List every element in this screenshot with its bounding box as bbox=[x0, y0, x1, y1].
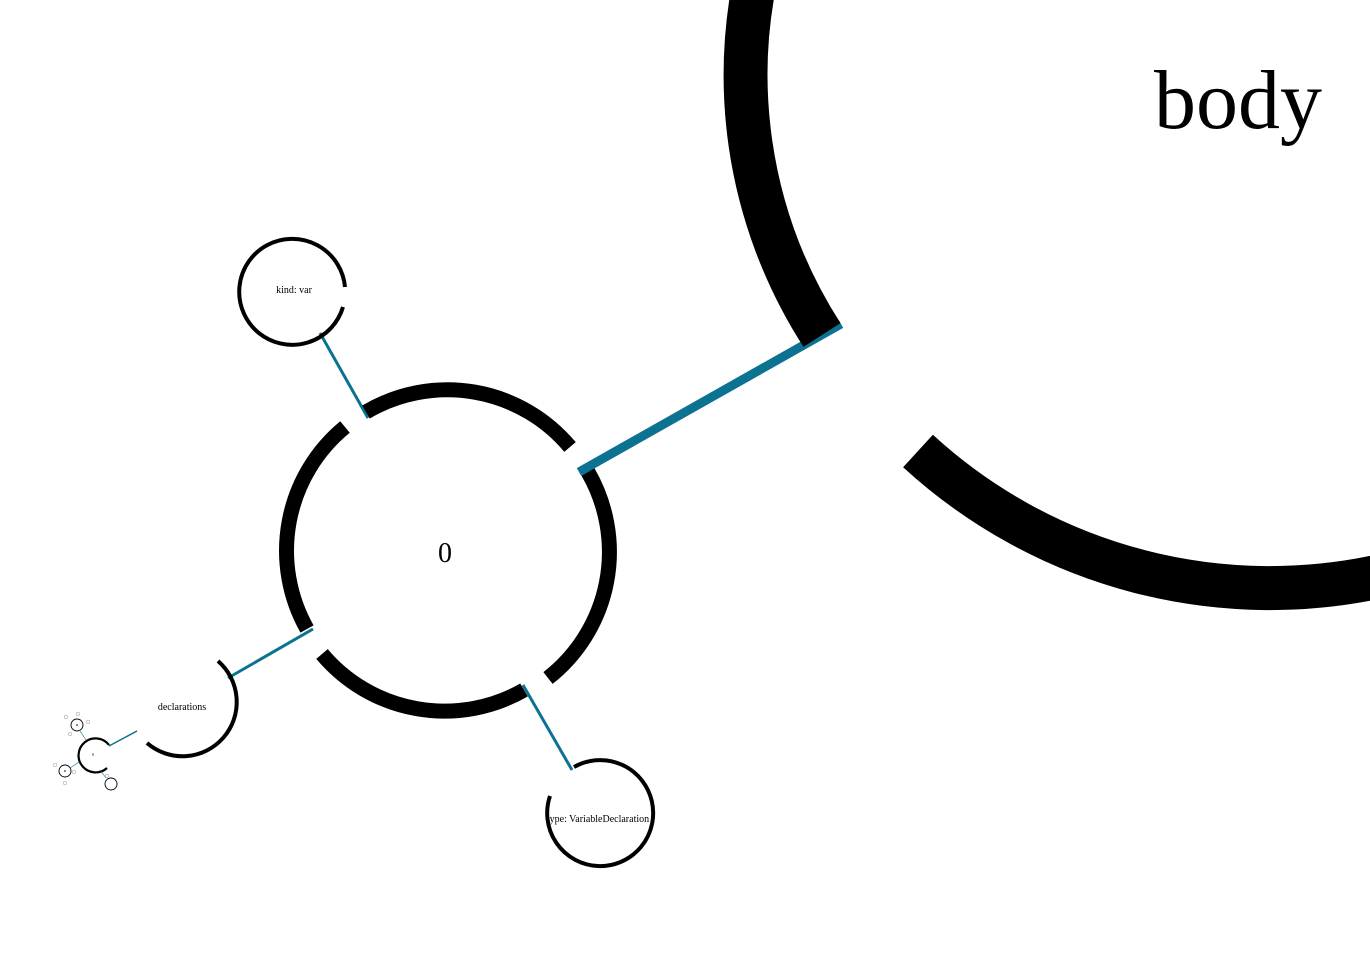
node-item-ring-arc-4 bbox=[279, 421, 350, 633]
node-declaration-item[interactable]: 0 bbox=[77, 737, 110, 774]
node-item-ring-arc-2 bbox=[543, 468, 617, 684]
node-declarations-ring bbox=[145, 659, 239, 759]
node-body-ring-lower bbox=[903, 434, 1370, 611]
tiny-link-up bbox=[79, 730, 87, 741]
tiny-node-upper bbox=[70, 718, 84, 732]
node-item[interactable]: 0 bbox=[279, 382, 617, 719]
link-body-to-item bbox=[576, 320, 844, 476]
tiny-leaf-8 bbox=[104, 774, 109, 779]
tiny-node-lower-right bbox=[104, 777, 118, 791]
tiny-node-lower-left bbox=[58, 764, 72, 778]
node-type[interactable]: type: VariableDeclaration bbox=[545, 758, 656, 869]
tiny-link-down-right bbox=[99, 769, 107, 779]
node-body-label: body bbox=[1154, 54, 1322, 147]
node-type-label: type: VariableDeclaration bbox=[547, 814, 649, 825]
node-item-ring-arc-1 bbox=[362, 382, 576, 452]
tiny-leaf-6 bbox=[63, 781, 68, 786]
node-declarations-label: declarations bbox=[158, 702, 206, 713]
node-body[interactable]: body bbox=[723, 0, 1370, 611]
node-item-ring-arc-3 bbox=[316, 649, 528, 719]
link-declarations-to-subitem bbox=[108, 730, 138, 747]
tiny-link-down-left bbox=[69, 761, 80, 769]
tiny-leaf-1 bbox=[63, 715, 68, 720]
node-kind-ring bbox=[237, 236, 347, 347]
node-type-ring bbox=[545, 758, 656, 869]
tiny-node-lower-left-dot bbox=[64, 770, 66, 772]
tiny-leaf-5 bbox=[53, 763, 58, 768]
node-kind[interactable]: kind: var bbox=[237, 236, 347, 347]
node-item-label: 0 bbox=[438, 538, 452, 569]
link-item-to-declarations bbox=[227, 627, 314, 680]
node-declaration-item-ring bbox=[77, 737, 110, 774]
node-body-ring bbox=[723, 0, 841, 347]
tiny-leaf-7 bbox=[71, 770, 76, 775]
tiny-leaf-2 bbox=[75, 712, 80, 717]
tiny-leaf-3 bbox=[85, 720, 90, 725]
link-item-to-type bbox=[521, 684, 574, 771]
tiny-node-upper-dot bbox=[76, 724, 78, 726]
tiny-leaf-4 bbox=[67, 732, 72, 737]
link-item-to-kind bbox=[318, 332, 370, 419]
tiny-descendant-nodes bbox=[53, 712, 118, 791]
node-declarations[interactable]: declarations bbox=[145, 659, 239, 759]
node-kind-label: kind: var bbox=[276, 285, 312, 296]
node-declaration-item-label: 0 bbox=[92, 752, 94, 757]
